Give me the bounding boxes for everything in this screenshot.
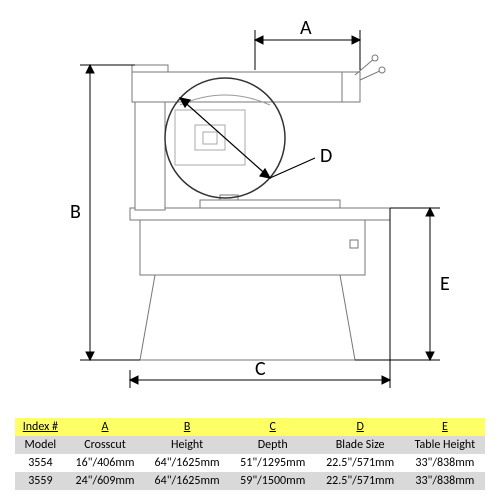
table-cell: 24"/609mm bbox=[66, 472, 145, 490]
table-cell: 51"/1295mm bbox=[230, 454, 316, 472]
table-header-cell: C bbox=[230, 418, 316, 436]
table-header-row: Index #ABCDE bbox=[15, 418, 485, 436]
specs-table-container: Index #ABCDE ModelCrosscutHeightDepthBla… bbox=[15, 418, 485, 490]
table-header-cell: E bbox=[405, 418, 485, 436]
table-row: 355416"/406mm64"/1625mm51"/1295mm22.5"/5… bbox=[15, 454, 485, 472]
table-body: ModelCrosscutHeightDepthBlade SizeTable … bbox=[15, 436, 485, 490]
specs-table: Index #ABCDE ModelCrosscutHeightDepthBla… bbox=[15, 418, 485, 490]
table-cell: 3559 bbox=[15, 472, 66, 490]
table-cell: 16"/406mm bbox=[66, 454, 145, 472]
table-cell: Depth bbox=[230, 436, 316, 454]
dimension-diagram: A B C D E bbox=[20, 10, 480, 390]
table-header-cell: A bbox=[66, 418, 145, 436]
table-header-cell: D bbox=[316, 418, 405, 436]
dim-label-a: A bbox=[300, 16, 312, 40]
table-cell: Blade Size bbox=[316, 436, 405, 454]
dim-label-c: C bbox=[255, 357, 266, 381]
table-cell: 33"/838mm bbox=[405, 454, 485, 472]
table-cell: Crosscut bbox=[66, 436, 145, 454]
table-subheader-row: ModelCrosscutHeightDepthBlade SizeTable … bbox=[15, 436, 485, 454]
table-cell: 22.5"/571mm bbox=[316, 472, 405, 490]
table-cell: Table Height bbox=[405, 436, 485, 454]
dim-label-e: E bbox=[440, 272, 450, 296]
table-row: 355924"/609mm64"/1625mm59"/1500mm22.5"/5… bbox=[15, 472, 485, 490]
dim-label-d: D bbox=[320, 144, 332, 168]
table-header-cell: Index # bbox=[15, 418, 66, 436]
table-cell: 22.5"/571mm bbox=[316, 454, 405, 472]
table-cell: 3554 bbox=[15, 454, 66, 472]
table-cell: 64"/1625mm bbox=[144, 472, 230, 490]
table-cell: Model bbox=[15, 436, 66, 454]
table-cell: 59"/1500mm bbox=[230, 472, 316, 490]
dim-label-b: B bbox=[70, 200, 81, 224]
table-header-cell: B bbox=[144, 418, 230, 436]
table-cell: Height bbox=[144, 436, 230, 454]
table-cell: 64"/1625mm bbox=[144, 454, 230, 472]
table-cell: 33"/838mm bbox=[405, 472, 485, 490]
